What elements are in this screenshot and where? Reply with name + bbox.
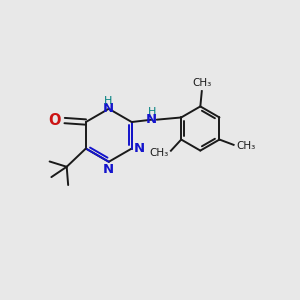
Text: O: O — [49, 113, 61, 128]
Text: N: N — [146, 113, 157, 126]
Text: N: N — [134, 142, 145, 155]
Text: N: N — [103, 102, 114, 115]
Text: CH₃: CH₃ — [236, 141, 255, 151]
Text: CH₃: CH₃ — [192, 78, 212, 88]
Text: CH₃: CH₃ — [149, 148, 169, 158]
Text: N: N — [103, 163, 114, 176]
Text: H: H — [148, 107, 156, 117]
Text: H: H — [104, 95, 112, 106]
